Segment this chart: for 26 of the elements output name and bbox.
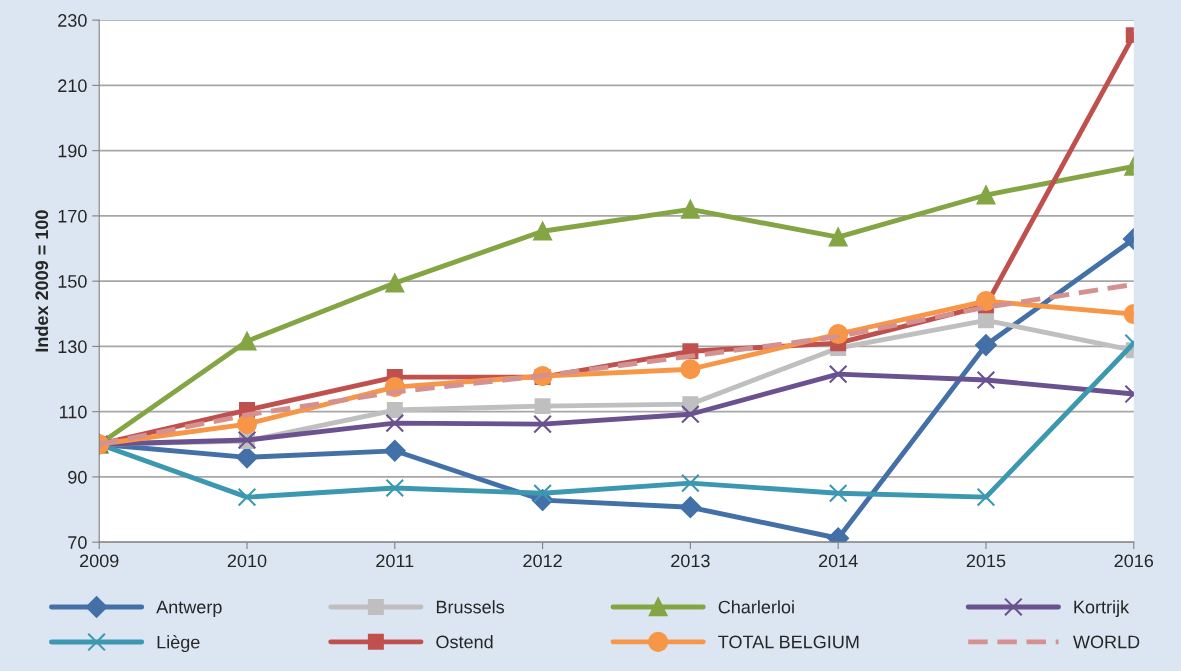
x-tick-label: 2015: [966, 554, 1006, 568]
y-tick-label: 190: [58, 144, 87, 158]
y-tick-label: 110: [59, 405, 87, 419]
legend-label: Antwerp: [156, 600, 222, 618]
legend-label: Liège: [157, 635, 200, 653]
legend-label: WORLD: [1073, 635, 1140, 649]
legend-label: Ostend: [436, 635, 493, 649]
y-tick-label: 230: [58, 14, 87, 27]
legend-label: Brussels: [436, 600, 505, 614]
x-tick-label: 2011: [376, 554, 414, 568]
y-axis-title: Index 2009 = 100: [34, 210, 49, 352]
x-tick-label: 2009: [80, 554, 119, 568]
legend-label: Charlerloi: [718, 600, 794, 614]
x-tick-label: 2013: [671, 554, 710, 568]
x-tick-label: 2012: [523, 554, 562, 568]
y-tick-label: 170: [58, 209, 87, 223]
x-tick-label: 2014: [819, 554, 858, 568]
x-tick-label: 2010: [227, 554, 267, 568]
y-tick-label: 130: [58, 340, 87, 354]
y-tick-label: 150: [58, 275, 87, 288]
y-tick-label: 70: [68, 536, 87, 549]
y-tick-label: 90: [68, 470, 87, 484]
x-tick-label: 2016: [1114, 554, 1154, 568]
legend-label: TOTAL BELGIUM: [718, 635, 859, 649]
legend-label: Kortrijk: [1074, 600, 1130, 618]
y-tick-label: 210: [58, 79, 87, 93]
